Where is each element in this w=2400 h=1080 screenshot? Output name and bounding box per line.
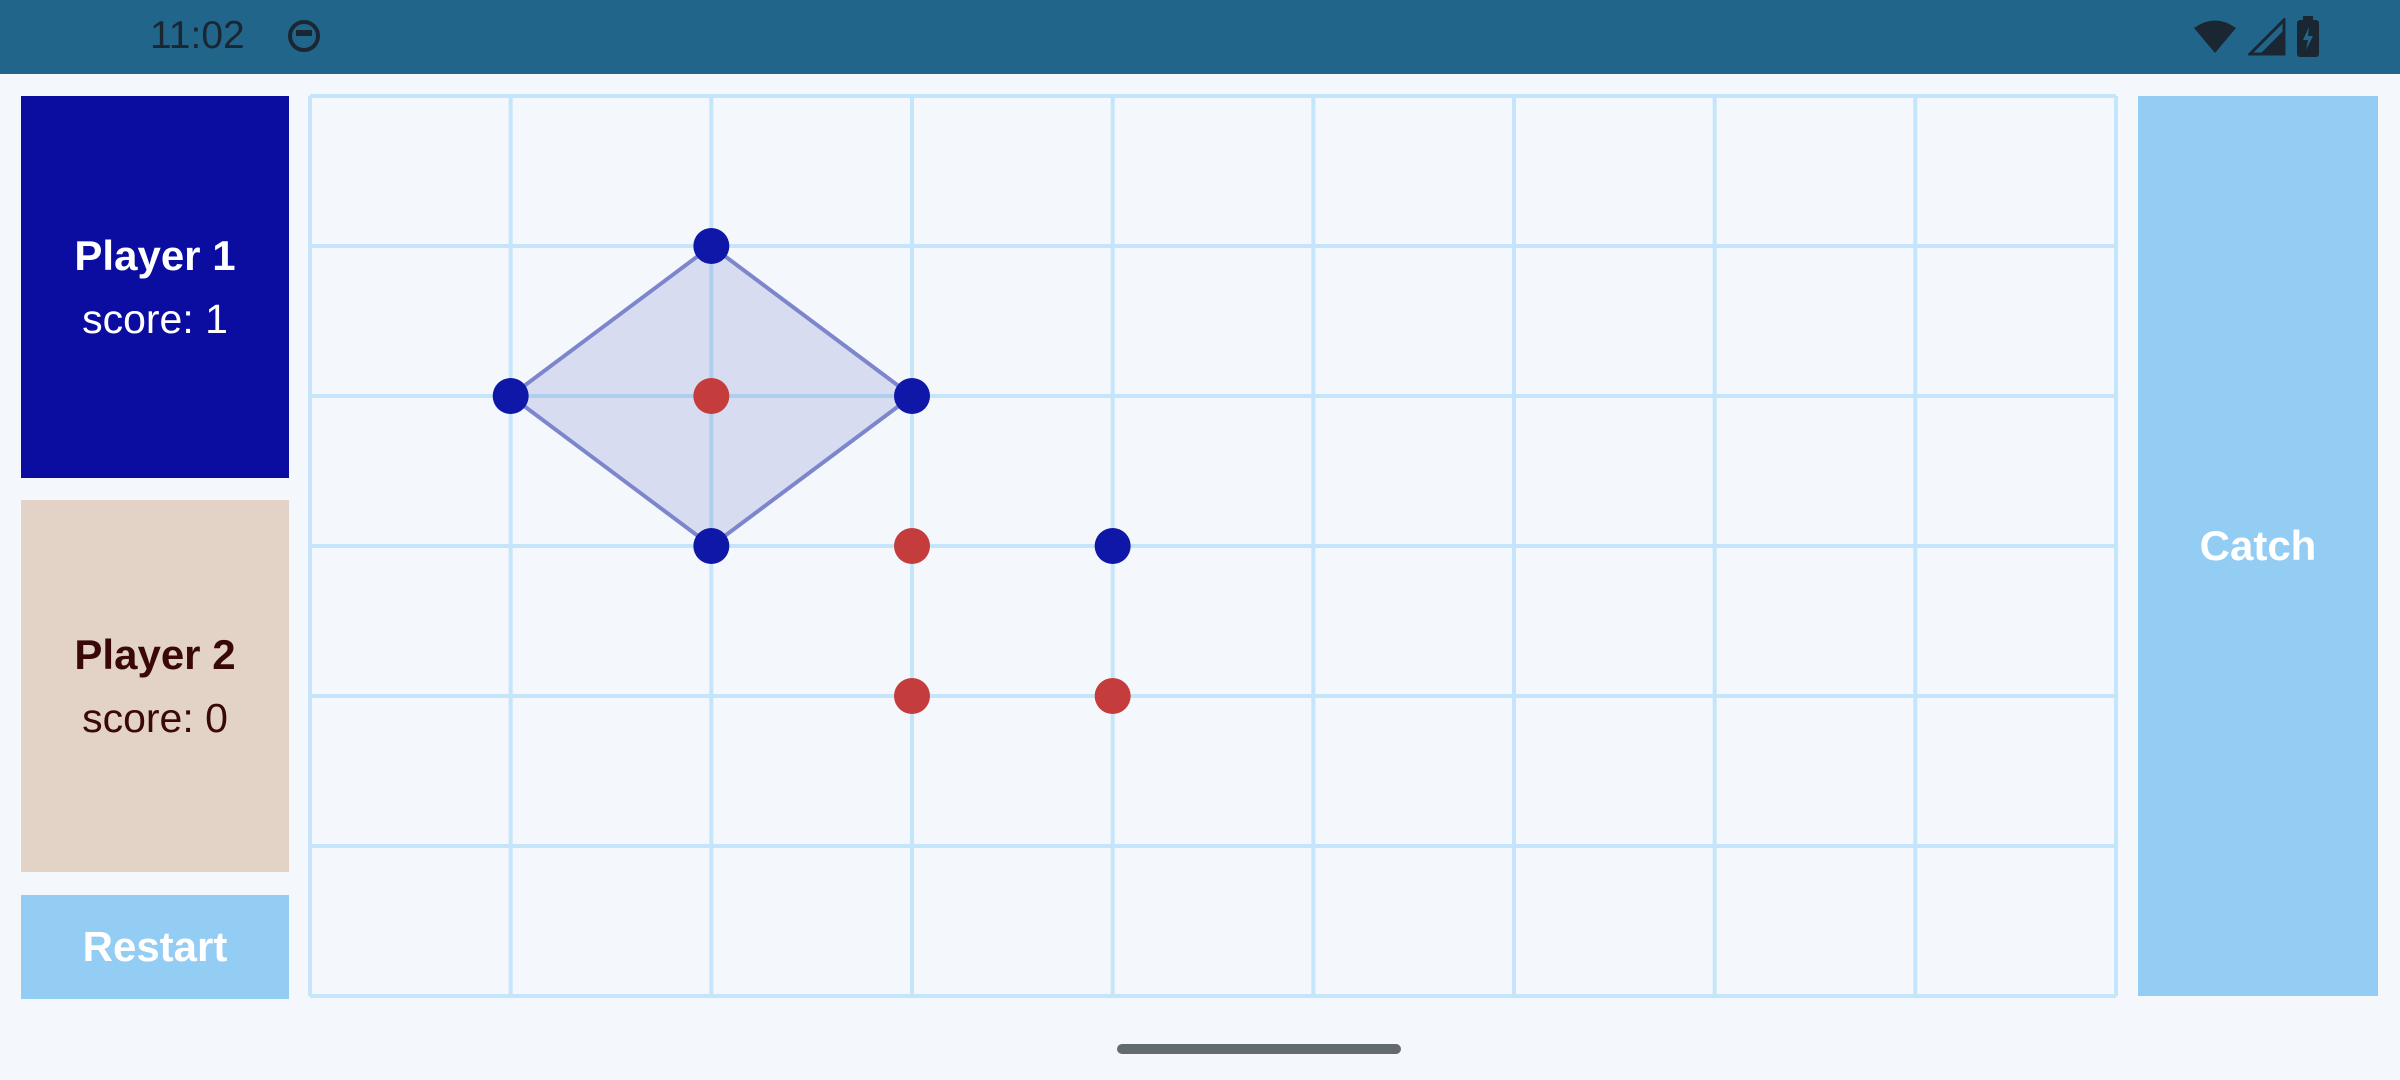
player-2-score: score: 0: [82, 694, 228, 741]
restart-button[interactable]: Restart: [21, 895, 289, 999]
status-bar: 11:02: [0, 0, 2400, 74]
player-2-dot: [1094, 678, 1131, 714]
player-2-dot: [894, 678, 930, 714]
catch-button[interactable]: Catch: [2138, 96, 2378, 996]
wifi-icon: [2192, 19, 2238, 60]
player-1-panel: Player 1 score: 1: [21, 96, 289, 478]
player-1-name: Player 1: [74, 231, 236, 279]
face-icon: [286, 18, 322, 59]
player-1-score: score: 1: [82, 295, 228, 342]
status-time: 11:02: [150, 14, 245, 57]
player-2-name: Player 2: [74, 630, 236, 678]
player-1-dot: [693, 528, 730, 564]
player-1-dot: [894, 378, 930, 414]
player-2-dot: [693, 378, 730, 414]
player-2-panel: Player 2 score: 0: [21, 500, 289, 872]
signal-icon: [2246, 16, 2286, 61]
player-2-dot: [894, 528, 930, 564]
battery-icon: [2296, 16, 2320, 63]
player-1-dot: [492, 378, 529, 414]
player-1-dot: [693, 228, 730, 264]
player-1-dot: [1094, 528, 1131, 564]
game-board[interactable]: [0, 0, 2130, 1010]
navigation-handle[interactable]: [1117, 1044, 1401, 1054]
